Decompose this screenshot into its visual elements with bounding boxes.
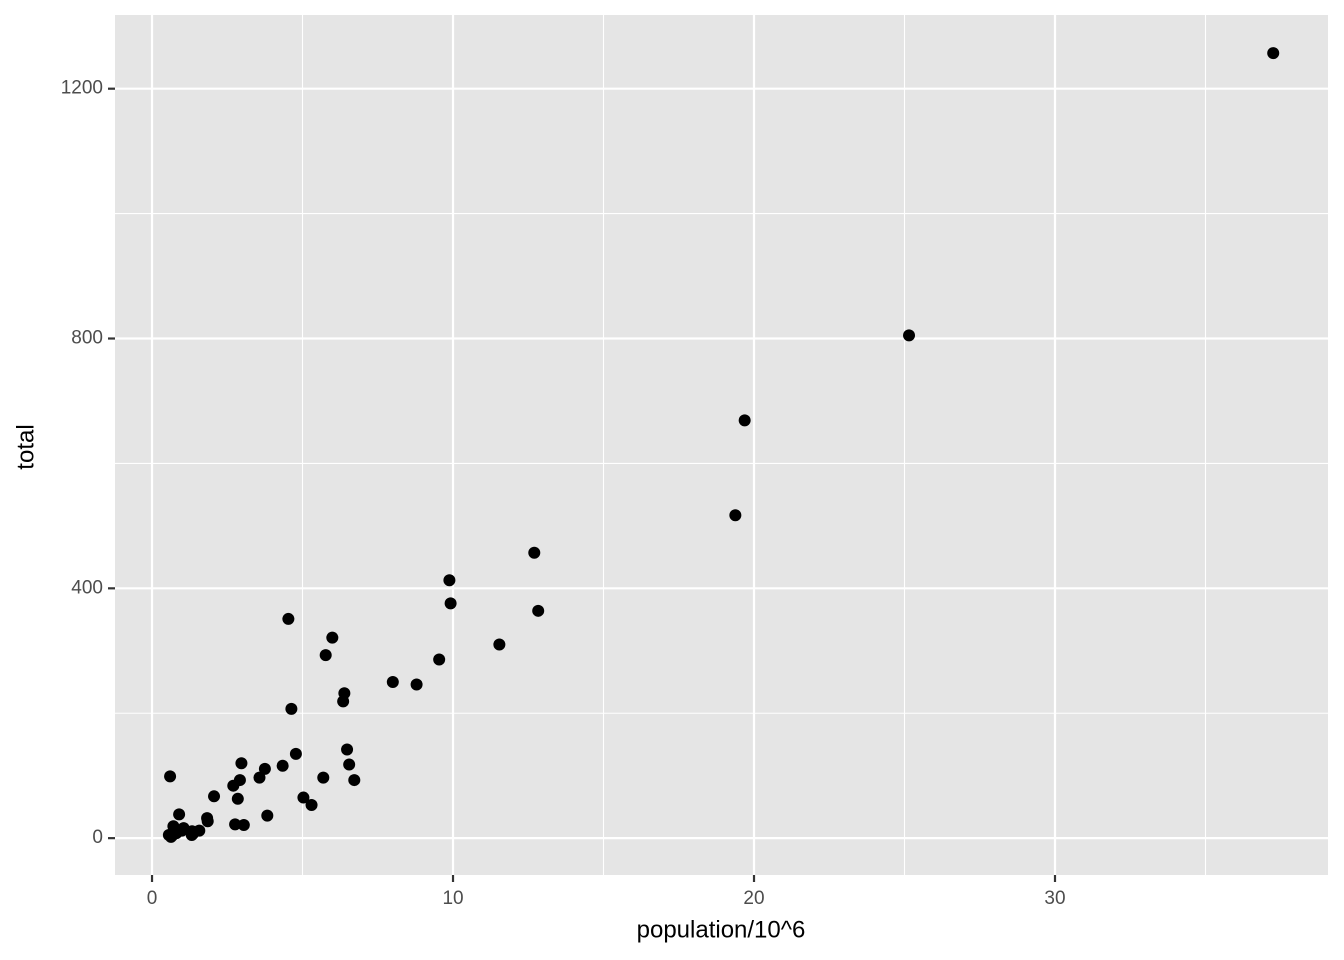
point (276, 759, 289, 772)
y-tick-label: 400 (71, 577, 103, 598)
point (305, 799, 318, 812)
point (348, 774, 361, 787)
point (528, 546, 541, 559)
point (443, 574, 456, 587)
point (444, 597, 457, 610)
point (903, 329, 916, 342)
point (185, 829, 198, 842)
point (237, 819, 250, 832)
point (164, 770, 177, 783)
x-tick-label: 10 (442, 888, 463, 909)
point (261, 809, 274, 822)
point (532, 604, 545, 617)
point (231, 792, 244, 805)
point (319, 649, 332, 662)
point (297, 791, 310, 804)
point (738, 414, 751, 427)
point (326, 631, 339, 644)
point (229, 818, 242, 831)
point (227, 779, 240, 792)
point (343, 758, 356, 771)
point (208, 790, 221, 803)
point (253, 771, 266, 784)
point (341, 743, 354, 756)
point (317, 771, 330, 784)
point (337, 695, 350, 708)
y-tick-label: 0 (92, 827, 103, 848)
point (1267, 47, 1280, 60)
point (729, 509, 742, 522)
plot-panel (115, 15, 1328, 875)
point (433, 653, 446, 666)
point (235, 757, 248, 770)
x-tick-label: 0 (147, 888, 158, 909)
x-tick-label: 30 (1044, 888, 1065, 909)
point (386, 676, 399, 689)
x-tick-label: 20 (743, 888, 764, 909)
x-axis-title: population/10^6 (637, 916, 806, 943)
point (258, 762, 271, 775)
y-axis-title: total (12, 424, 39, 469)
y-tick-label: 1200 (61, 78, 103, 99)
point (162, 829, 175, 842)
y-tick-label: 800 (71, 328, 103, 349)
point (410, 678, 423, 691)
point (282, 612, 295, 625)
point (285, 702, 298, 715)
point (173, 808, 186, 821)
point (493, 638, 506, 651)
point (289, 747, 302, 760)
point (201, 815, 214, 828)
